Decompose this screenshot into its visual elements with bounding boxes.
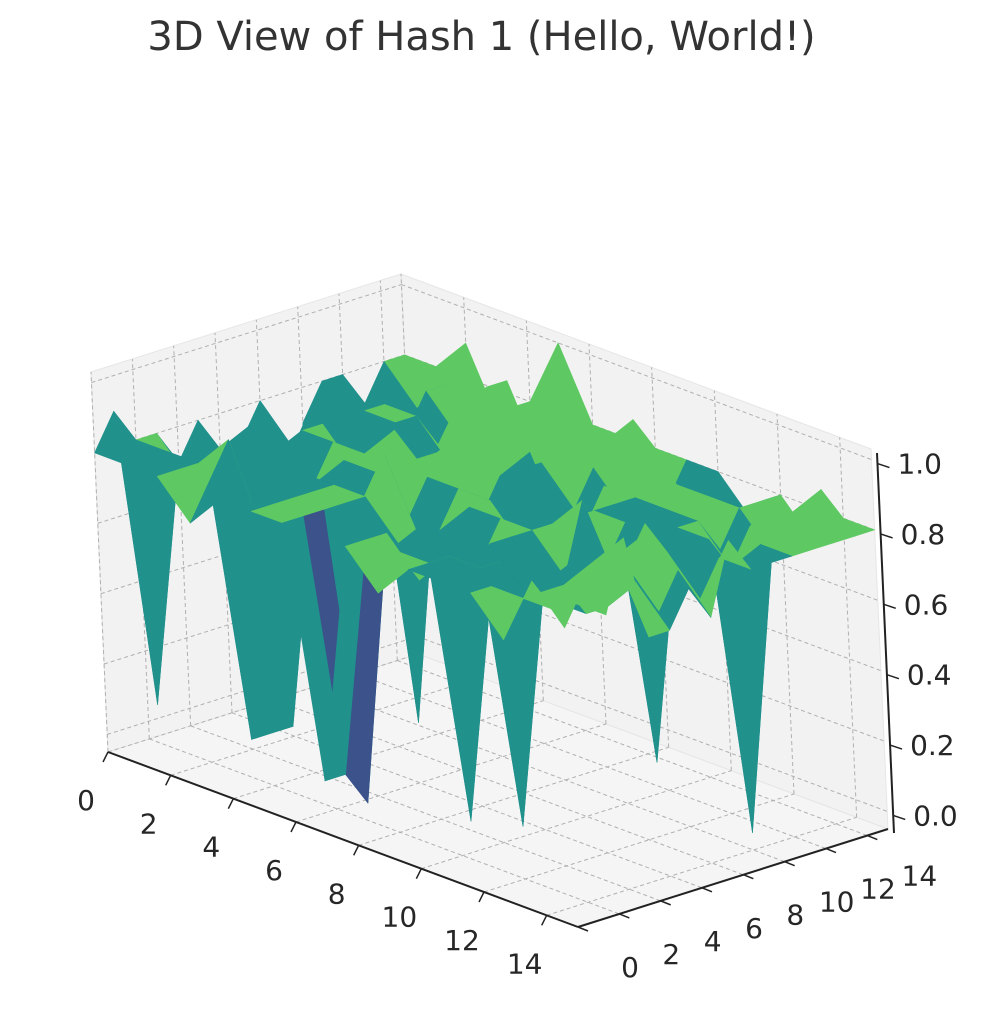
grid-line-y <box>90 371 109 753</box>
surface <box>94 342 875 833</box>
y-tick-mark <box>867 834 878 841</box>
x-tick-label: 2 <box>140 807 158 840</box>
y-tick-mark <box>784 860 795 867</box>
x-tick-mark <box>102 751 109 763</box>
y-tick-mark <box>743 874 754 880</box>
y-tick-label: 2 <box>662 938 680 971</box>
x-tick-mark <box>540 914 548 926</box>
x-tick-label: 4 <box>202 831 220 864</box>
z-tick-label: 0.0 <box>913 799 958 832</box>
x-tick-mark <box>227 798 235 810</box>
x-tick-mark <box>352 844 360 856</box>
y-tick-label: 14 <box>902 860 938 893</box>
z-tick-label: 0.8 <box>901 518 946 551</box>
chart-title: 3D View of Hash 1 (Hello, World!) <box>147 14 816 60</box>
z-tick-label: 0.4 <box>907 659 952 692</box>
grid-line-y <box>173 345 192 726</box>
x-tick-label: 8 <box>328 877 346 910</box>
x-tick-mark <box>164 774 172 786</box>
grid-line-x <box>358 746 669 846</box>
surface-patch <box>531 580 585 629</box>
y-axis-line <box>577 828 889 928</box>
x-tick-label: 14 <box>507 947 543 980</box>
z-tick-mark <box>880 533 893 539</box>
y-tick-mark <box>660 900 671 906</box>
y-tick-label: 6 <box>745 912 763 945</box>
z-tick-label: 1.0 <box>897 448 942 481</box>
z-tick-mark <box>889 744 903 750</box>
grid-line-z <box>94 354 405 454</box>
axes <box>102 452 906 932</box>
z-tick-label: 0.6 <box>904 588 949 621</box>
z-axis-line <box>876 452 895 834</box>
x-tick-label: 0 <box>77 784 95 817</box>
z-tick-mark <box>892 814 906 821</box>
x-tick-mark <box>290 821 297 833</box>
y-tick-mark <box>701 887 713 893</box>
x-axis-line <box>107 751 579 928</box>
z-tick-label: 0.2 <box>910 729 955 762</box>
grid-line-x <box>546 816 857 916</box>
grid-line-x <box>421 770 732 870</box>
y-tick-label: 12 <box>860 873 896 906</box>
x-tick-label: 6 <box>265 854 283 887</box>
grid-line-x <box>483 793 795 893</box>
x-tick-mark <box>478 891 485 903</box>
x-tick-label: 12 <box>444 924 480 957</box>
y-tick-label: 10 <box>819 886 855 919</box>
y-tick-mark <box>619 913 630 919</box>
grid-line-x <box>295 723 607 823</box>
y-tick-mark <box>825 847 837 854</box>
y-tick-label: 4 <box>704 925 722 958</box>
grid-line-x <box>233 700 544 800</box>
grid-line-z <box>91 284 402 384</box>
grid-line-x <box>839 437 858 818</box>
z-tick-mark <box>877 462 890 469</box>
y-tick-mark <box>577 926 589 932</box>
y-tick-label: 0 <box>621 951 639 984</box>
z-tick-mark <box>883 603 897 610</box>
grid-line-x <box>776 413 795 795</box>
z-tick-mark <box>886 673 900 680</box>
y-tick-label: 8 <box>786 899 804 932</box>
x-tick-label: 10 <box>382 901 418 934</box>
x-tick-mark <box>415 868 423 880</box>
